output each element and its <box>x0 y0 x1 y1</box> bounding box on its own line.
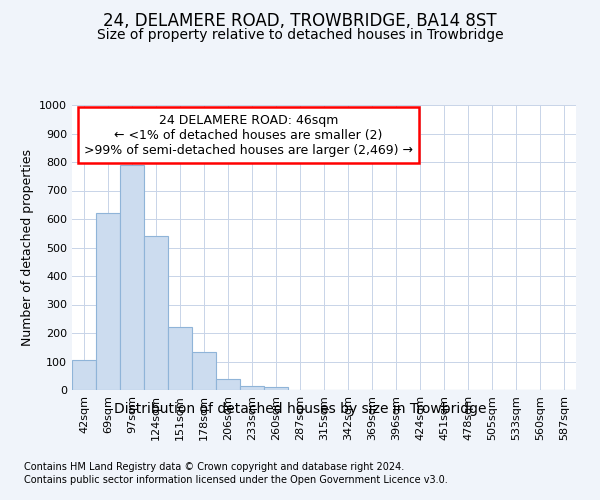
Text: Distribution of detached houses by size in Trowbridge: Distribution of detached houses by size … <box>114 402 486 416</box>
Bar <box>240 386 264 390</box>
Bar <box>72 360 96 390</box>
Bar <box>192 352 216 390</box>
Y-axis label: Number of detached properties: Number of detached properties <box>20 149 34 346</box>
Text: 24 DELAMERE ROAD: 46sqm
← <1% of detached houses are smaller (2)
>99% of semi-de: 24 DELAMERE ROAD: 46sqm ← <1% of detache… <box>84 114 413 156</box>
Text: Contains public sector information licensed under the Open Government Licence v3: Contains public sector information licen… <box>24 475 448 485</box>
Text: 24, DELAMERE ROAD, TROWBRIDGE, BA14 8ST: 24, DELAMERE ROAD, TROWBRIDGE, BA14 8ST <box>103 12 497 30</box>
Bar <box>96 214 120 390</box>
Bar <box>264 387 288 390</box>
Bar <box>168 328 192 390</box>
Bar <box>120 165 144 390</box>
Text: Size of property relative to detached houses in Trowbridge: Size of property relative to detached ho… <box>97 28 503 42</box>
Bar <box>144 236 168 390</box>
Text: Contains HM Land Registry data © Crown copyright and database right 2024.: Contains HM Land Registry data © Crown c… <box>24 462 404 472</box>
Bar <box>216 378 240 390</box>
